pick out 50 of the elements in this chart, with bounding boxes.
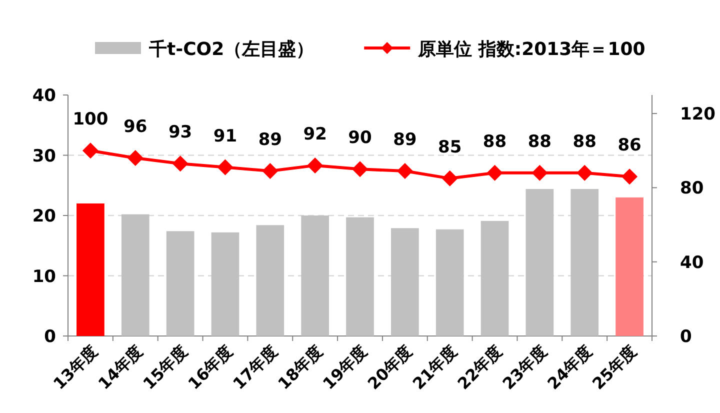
point [622, 168, 638, 185]
bar [570, 188, 599, 336]
bar [121, 214, 150, 336]
point [486, 164, 503, 181]
bar [256, 225, 284, 336]
point [262, 163, 278, 180]
data-label: 89 [258, 130, 282, 150]
point [172, 156, 188, 172]
bar [480, 220, 509, 336]
y-tick-label: 40 [32, 86, 56, 106]
data-label: 93 [168, 122, 192, 143]
y-tick-label: 20 [32, 206, 56, 226]
point [442, 170, 458, 186]
data-label: 88 [482, 132, 507, 152]
data-label: 90 [348, 128, 372, 148]
bar [436, 229, 464, 336]
point [576, 164, 593, 181]
data-label: 91 [213, 126, 238, 146]
point [82, 142, 98, 159]
data-label: 86 [618, 136, 642, 156]
y-tick-label: 30 [32, 146, 56, 166]
bar [76, 203, 104, 336]
point [352, 161, 368, 178]
data-label: 88 [572, 132, 596, 152]
y2-tick-label: 0 [680, 327, 692, 347]
data-label: 88 [528, 132, 552, 152]
point [532, 164, 548, 181]
point [127, 150, 144, 166]
point [307, 157, 324, 174]
bar [166, 231, 194, 336]
point [396, 163, 413, 180]
bar [211, 232, 240, 336]
data-label: 96 [124, 117, 148, 138]
point [217, 159, 234, 176]
data-label: 85 [438, 137, 462, 158]
bar [616, 197, 644, 336]
data-label: 92 [303, 124, 327, 144]
y2-tick-label: 40 [680, 252, 704, 273]
legend-label: 千t-CO2（左目盛） [148, 39, 314, 60]
data-label: 89 [393, 130, 417, 150]
bar [526, 188, 554, 336]
legend-label: 原単位 指数:2013年＝100 [417, 39, 646, 60]
bar [390, 228, 419, 336]
data-label: 100 [72, 110, 108, 130]
y-tick-label: 0 [44, 327, 56, 347]
y-tick-label: 10 [32, 266, 56, 287]
y2-tick-label: 120 [680, 104, 716, 125]
bar [346, 217, 374, 336]
bar [301, 216, 330, 336]
y2-tick-label: 80 [680, 178, 704, 199]
